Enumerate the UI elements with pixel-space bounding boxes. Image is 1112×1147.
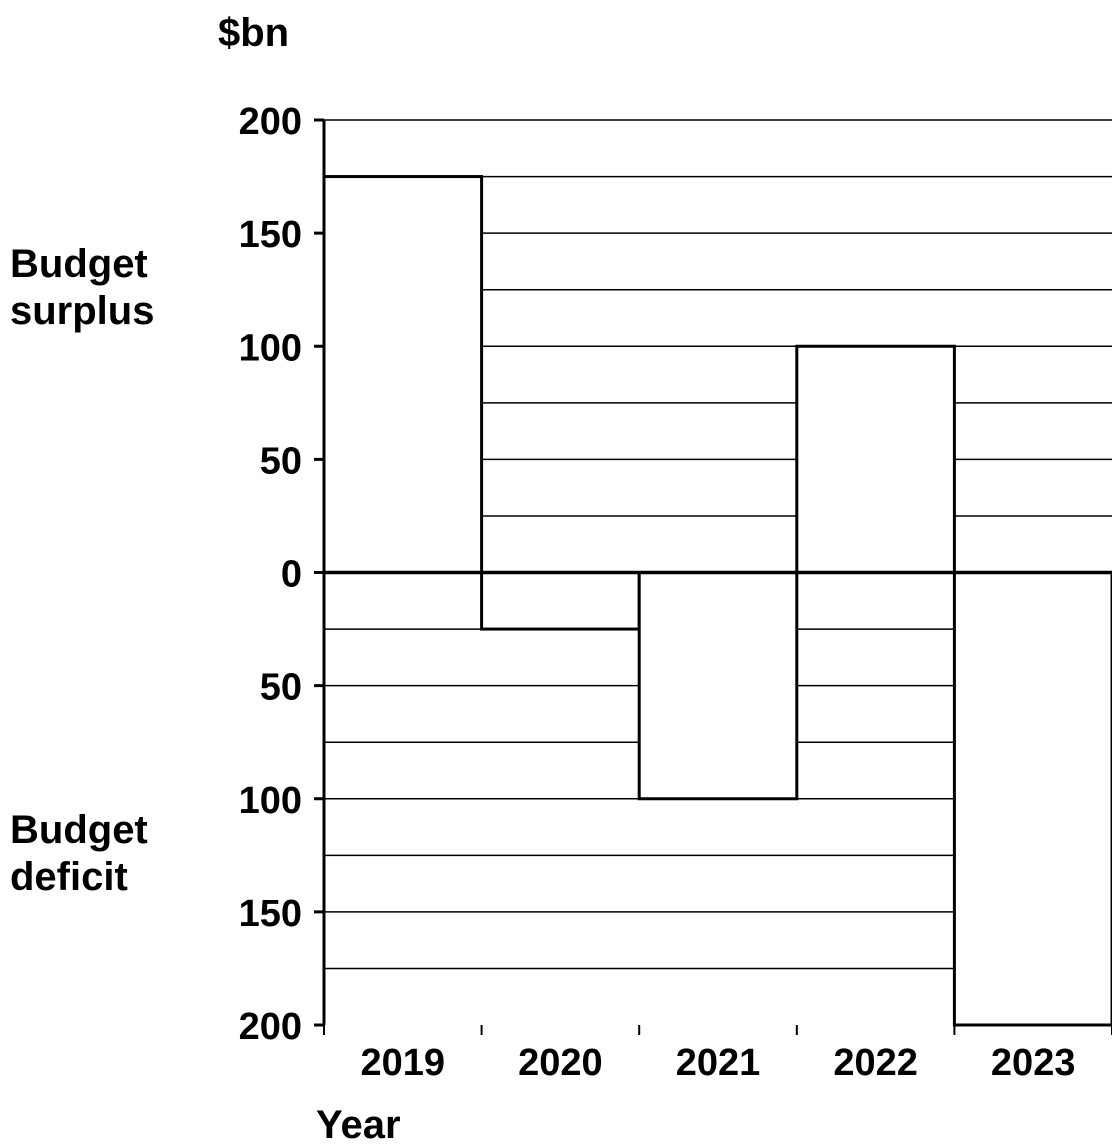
bar-2023 [952, 571, 1112, 1027]
tick-labels: 200 150 100 50 0 50 100 150 200 2019 2020 2021 2022 2… [239, 101, 1076, 1084]
bar-2019 [322, 175, 484, 574]
deficit-label-line-1: Budget [10, 808, 148, 852]
y-tick-label: 100 [239, 780, 302, 822]
x-tick-label-2023: 2023 [991, 1042, 1076, 1084]
x-tick-label-2022: 2022 [833, 1042, 918, 1084]
bar-2022 [795, 344, 956, 574]
x-tick-label-2021: 2021 [676, 1042, 761, 1084]
bars [322, 175, 1112, 1027]
y-tick-label: 150 [239, 214, 302, 256]
y-tick-label: 200 [239, 1006, 302, 1048]
y-tick-label: 150 [239, 893, 302, 935]
axes [314, 118, 1112, 1035]
x-tick-label-2020: 2020 [518, 1042, 603, 1084]
y-tick-label: 0 [281, 554, 302, 596]
x-tick-label-2019: 2019 [361, 1042, 446, 1084]
y-tick-label: 50 [260, 667, 302, 709]
x-axis-label: Year [316, 1103, 401, 1147]
bar-2020 [480, 571, 641, 631]
y-tick-label: 200 [239, 101, 302, 143]
y-tick-label: 50 [260, 440, 302, 482]
bar-2021 [637, 571, 799, 801]
surplus-label-line-2: surplus [10, 289, 154, 333]
y-axis-unit-label: $bn [218, 11, 289, 55]
deficit-label-line-2: deficit [10, 855, 128, 899]
y-tick-label: 100 [239, 327, 302, 369]
surplus-label-line-1: Budget [10, 242, 148, 286]
